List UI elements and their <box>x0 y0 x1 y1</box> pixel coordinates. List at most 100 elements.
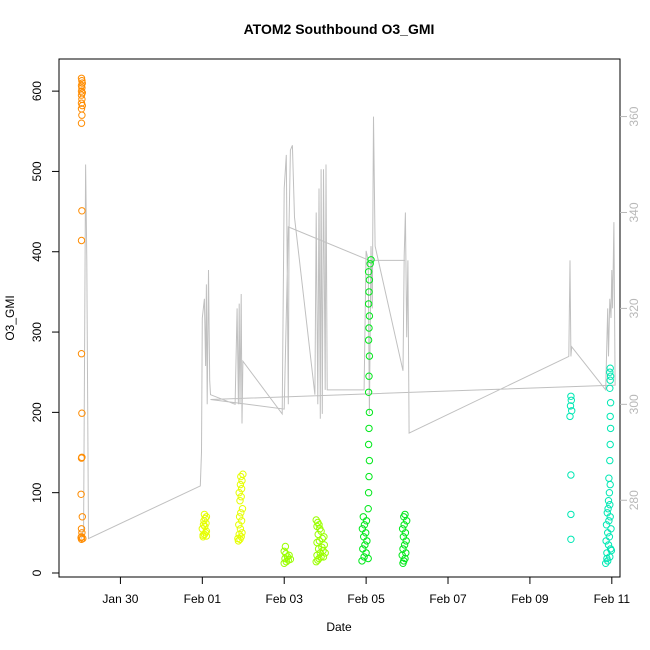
data-point <box>606 440 614 449</box>
data-point <box>237 472 245 481</box>
data-point <box>605 517 613 525</box>
data-point <box>235 513 244 521</box>
data-point <box>77 74 86 83</box>
data-point <box>399 545 407 553</box>
x-tick-label: Feb 07 <box>429 592 467 606</box>
data-point <box>317 553 325 561</box>
data-point <box>362 529 370 537</box>
data-point <box>606 412 614 421</box>
line-series <box>81 116 616 540</box>
data-point <box>607 546 616 555</box>
data-point <box>77 490 85 498</box>
data-point <box>366 260 374 268</box>
x-tick-label: Feb 09 <box>511 592 549 606</box>
data-point <box>606 364 614 372</box>
x-axis-label: Date <box>326 620 352 634</box>
data-point <box>286 555 295 563</box>
data-point <box>364 505 372 513</box>
x-tick-label: Feb 03 <box>266 592 304 606</box>
y-axis: 0 100 200 300 400 500 600 <box>30 81 59 576</box>
x-tick-label: Feb 11 <box>594 592 631 606</box>
data-point <box>364 440 373 449</box>
data-point <box>365 352 374 360</box>
data-point <box>567 535 575 543</box>
data-point <box>236 525 245 533</box>
data-point <box>79 534 87 543</box>
data-point <box>319 553 328 561</box>
y2-tick-label: 320 <box>627 298 641 318</box>
data-point <box>358 525 367 533</box>
data-point <box>234 534 242 543</box>
data-point <box>606 501 614 509</box>
data-point <box>202 532 211 540</box>
data-point <box>360 521 369 529</box>
data-point <box>78 453 86 461</box>
data-point <box>281 542 290 551</box>
data-point <box>603 554 611 563</box>
data-point <box>401 510 409 519</box>
x-axis: Jan 30 Feb 01 Feb 03 Feb 05 Feb 07 Feb 09 Feb … <box>102 577 630 606</box>
data-point <box>358 557 366 565</box>
data-point <box>604 541 613 549</box>
data-point <box>321 549 329 557</box>
data-point <box>365 472 373 481</box>
data-point <box>312 516 320 524</box>
data-point <box>78 513 87 521</box>
data-point <box>360 533 368 541</box>
data-point <box>364 336 373 344</box>
data-point <box>365 276 374 284</box>
scatter-series <box>198 470 247 545</box>
data-point <box>318 543 326 551</box>
data-point <box>567 510 575 519</box>
data-point <box>398 525 407 533</box>
data-point <box>566 402 575 410</box>
data-point <box>237 517 246 525</box>
y-axis-label: O3_GMI <box>3 295 17 340</box>
data-point <box>77 525 86 533</box>
x-tick-label: Jan 30 <box>102 592 138 606</box>
data-point <box>364 300 373 308</box>
y-tick-label: 200 <box>30 402 44 422</box>
data-point <box>282 558 290 566</box>
data-point <box>280 547 288 555</box>
data-point <box>239 470 247 478</box>
data-point <box>606 372 615 380</box>
data-point <box>77 119 86 127</box>
data-point <box>364 268 373 276</box>
data-point <box>604 497 613 505</box>
scatter-series <box>566 364 616 567</box>
data-point <box>567 392 575 400</box>
data-point <box>237 493 245 501</box>
data-point <box>603 549 611 557</box>
scatter-series <box>358 256 411 567</box>
data-point <box>236 497 244 505</box>
data-point <box>606 480 614 489</box>
data-point <box>364 554 372 563</box>
data-point <box>320 541 328 549</box>
data-point <box>365 424 373 433</box>
x-tick-label: Feb 05 <box>347 592 385 606</box>
data-point <box>605 489 614 497</box>
data-point <box>606 456 614 465</box>
y-tick-label: 500 <box>30 161 44 181</box>
data-point <box>77 105 86 113</box>
data-point <box>367 256 375 264</box>
scatter-points-layer <box>77 74 616 567</box>
data-point <box>237 485 246 493</box>
data-point <box>318 534 326 543</box>
chart-title: ATOM2 Southbound O3_GMI <box>244 21 435 37</box>
data-point <box>567 396 575 404</box>
data-point <box>201 514 209 523</box>
y-tick-label: 100 <box>30 482 44 502</box>
data-point <box>602 559 610 567</box>
data-point <box>235 489 243 497</box>
data-point <box>202 513 211 521</box>
data-point <box>365 456 374 465</box>
data-point <box>364 388 373 396</box>
y2-tick-label: 340 <box>627 202 641 222</box>
data-point <box>77 87 86 95</box>
data-point <box>359 513 367 521</box>
data-point <box>78 111 86 119</box>
data-point <box>606 424 615 433</box>
data-point <box>567 471 575 479</box>
